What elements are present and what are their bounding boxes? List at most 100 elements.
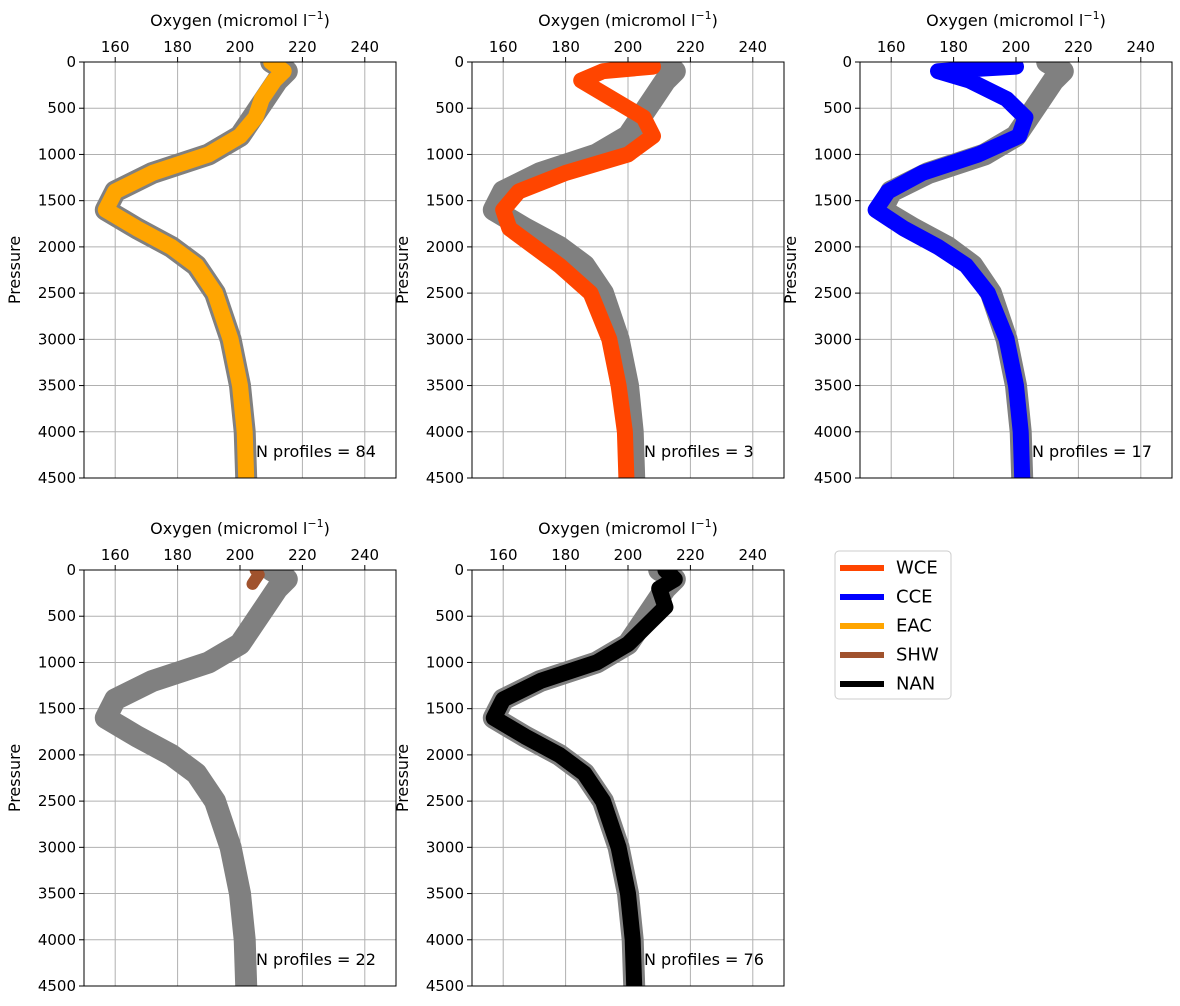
y-tick-label: 4000 — [38, 931, 76, 949]
y-tick-label: 2500 — [38, 792, 76, 810]
panel-3: 160 180 200 220 240 0 500 1000 1500 2000 2500 3000 3… — [781, 9, 1173, 487]
y-tick-label: 3500 — [38, 885, 76, 903]
y-tick-label: 2000 — [426, 238, 464, 256]
y-tick-label: 500 — [435, 607, 464, 625]
x-tick-label: 220 — [676, 546, 705, 564]
y-tick-label: 1000 — [38, 653, 76, 671]
series-nan — [485, 570, 683, 986]
plot-area — [482, 570, 686, 986]
y-tick-label: 4000 — [814, 423, 852, 441]
y-tick-label: 4500 — [426, 469, 464, 487]
y-tick-label: 4500 — [814, 469, 852, 487]
x-axis-title: Oxygen (micromol l−1) — [538, 9, 718, 30]
plot-area — [94, 62, 298, 478]
y-tick-label: 2500 — [426, 284, 464, 302]
x-tick-label: 160 — [101, 38, 130, 56]
series-wce — [495, 62, 661, 478]
all-profiles-band — [482, 62, 686, 478]
y-tick-label: 1500 — [426, 700, 464, 718]
x-tick-label: 180 — [163, 546, 192, 564]
x-tick-label: 200 — [614, 38, 643, 56]
y-tick-label: 3000 — [426, 838, 464, 856]
y-tick-label: 4000 — [426, 423, 464, 441]
legend-box — [834, 550, 952, 700]
legend-label-cce: CCE — [896, 587, 933, 608]
x-tick-label: 160 — [101, 546, 130, 564]
x-tick-label: 180 — [163, 38, 192, 56]
x-tick-label: 180 — [551, 546, 580, 564]
x-axis-title: Oxygen (micromol l−1) — [538, 517, 718, 538]
x-axis-title: Oxygen (micromol l−1) — [150, 9, 330, 30]
y-tick-label: 3000 — [426, 330, 464, 348]
legend: WCE CCE EAC SHW NAN — [834, 550, 952, 700]
x-tick-label: 220 — [288, 38, 317, 56]
y-tick-label: 0 — [454, 561, 464, 579]
y-tick-label: 4000 — [426, 931, 464, 949]
y-axis-title: Pressure — [393, 744, 412, 812]
series-eac — [97, 62, 292, 478]
y-tick-label: 4500 — [426, 977, 464, 995]
x-tick-label: 160 — [489, 38, 518, 56]
x-axis-title: Oxygen (micromol l−1) — [926, 9, 1106, 30]
y-tick-label: 1500 — [38, 192, 76, 210]
x-tick-label: 160 — [877, 38, 906, 56]
profile-count-annotation: N profiles = 17 — [1032, 442, 1152, 461]
y-axis-title: Pressure — [5, 236, 24, 304]
y-tick-label: 1000 — [38, 145, 76, 163]
y-tick-label: 500 — [47, 99, 76, 117]
y-tick-label: 3000 — [38, 838, 76, 856]
y-tick-label: 3500 — [814, 377, 852, 395]
y-tick-label: 1500 — [814, 192, 852, 210]
x-tick-label: 220 — [1064, 38, 1093, 56]
y-tick-label: 500 — [823, 99, 852, 117]
y-tick-label: 2500 — [426, 792, 464, 810]
x-tick-label: 180 — [551, 38, 580, 56]
y-tick-label: 500 — [435, 99, 464, 117]
x-tick-label: 200 — [226, 546, 255, 564]
x-tick-label: 240 — [738, 38, 767, 56]
panel-4: 160 180 200 220 240 0 500 1000 1500 2000 2500 3000 3… — [5, 517, 397, 995]
x-tick-label: 220 — [676, 38, 705, 56]
y-tick-label: 4000 — [38, 423, 76, 441]
series-shw — [246, 570, 265, 590]
x-tick-label: 220 — [288, 546, 317, 564]
profile-count-annotation: N profiles = 22 — [256, 950, 376, 969]
series-cce — [867, 62, 1034, 478]
y-tick-label: 1000 — [426, 653, 464, 671]
y-tick-label: 3000 — [38, 330, 76, 348]
x-tick-label: 240 — [350, 546, 379, 564]
plot-area — [482, 62, 686, 478]
x-axis-title: Oxygen (micromol l−1) — [150, 517, 330, 538]
y-axis-title: Pressure — [781, 236, 800, 304]
plot-area — [867, 62, 1074, 478]
y-tick-label: 3000 — [814, 330, 852, 348]
y-tick-label: 3500 — [426, 377, 464, 395]
y-tick-label: 0 — [454, 53, 464, 71]
y-tick-label: 0 — [66, 53, 76, 71]
panel-1: 160 180 200 220 240 0 500 1000 1500 2000 2500 3000 3… — [5, 9, 397, 487]
y-tick-label: 2000 — [426, 746, 464, 764]
y-tick-label: 0 — [842, 53, 852, 71]
x-tick-label: 180 — [939, 38, 968, 56]
profile-count-annotation: N profiles = 76 — [644, 950, 764, 969]
panel-2: 160 180 200 220 240 0 500 1000 1500 2000 2500 3000 3… — [393, 9, 785, 487]
y-tick-label: 4500 — [38, 977, 76, 995]
y-tick-label: 3500 — [38, 377, 76, 395]
plot-area — [94, 570, 298, 986]
y-tick-label: 3500 — [426, 885, 464, 903]
y-tick-label: 2500 — [38, 284, 76, 302]
x-tick-label: 240 — [1126, 38, 1155, 56]
x-tick-label: 200 — [226, 38, 255, 56]
panel-5: 160 180 200 220 240 0 500 1000 1500 2000 2500 3000 3… — [393, 517, 785, 995]
y-tick-label: 500 — [47, 607, 76, 625]
y-tick-label: 2000 — [38, 746, 76, 764]
x-tick-label: 200 — [614, 546, 643, 564]
y-tick-label: 2000 — [38, 238, 76, 256]
legend-label-shw: SHW — [896, 645, 939, 666]
y-tick-label: 1000 — [426, 145, 464, 163]
x-tick-label: 160 — [489, 546, 518, 564]
x-tick-label: 240 — [350, 38, 379, 56]
y-axis-title: Pressure — [393, 236, 412, 304]
y-tick-label: 1000 — [814, 145, 852, 163]
